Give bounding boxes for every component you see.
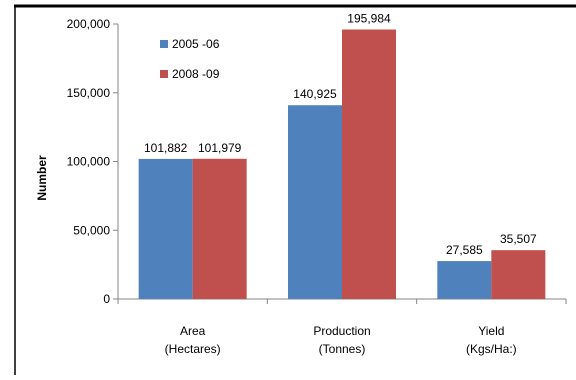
bar bbox=[437, 261, 492, 299]
legend-label: 2005 -06 bbox=[172, 37, 220, 51]
legend: 2005 -06 2008 -09 bbox=[160, 37, 220, 81]
bar-value-label: 140,925 bbox=[293, 87, 337, 101]
bar bbox=[288, 105, 342, 300]
y-axis-title: Number bbox=[35, 155, 49, 201]
legend-swatch bbox=[160, 40, 168, 48]
category-labels: Area (Hectares) Production (Tonnes) Yield (Kg… bbox=[165, 324, 517, 356]
legend-swatch bbox=[160, 70, 168, 78]
y-tick-label: 0 bbox=[103, 292, 110, 306]
bar bbox=[342, 29, 396, 299]
legend-label: 2008 -09 bbox=[172, 67, 220, 81]
y-tick-label: 100,000 bbox=[67, 155, 111, 169]
bar-value-label: 101,979 bbox=[198, 141, 242, 155]
bars bbox=[138, 29, 546, 300]
category-label: Area (Hectares) bbox=[165, 324, 221, 356]
bar-value-label: 27,585 bbox=[446, 243, 483, 257]
y-tick-label: 150,000 bbox=[67, 86, 111, 100]
bar bbox=[192, 158, 247, 299]
bar bbox=[491, 250, 546, 299]
category-label: Production (Tonnes) bbox=[313, 324, 370, 356]
bar-value-label: 35,507 bbox=[500, 232, 537, 246]
category-label: Yield (Kgs/Ha:) bbox=[466, 324, 517, 356]
bar-value-label: 101,882 bbox=[144, 141, 188, 155]
data-labels: 101,882 101,979 140,925 195,984 27,585 35,507 bbox=[144, 12, 537, 258]
bar bbox=[138, 158, 193, 299]
y-tick-label: 200,000 bbox=[67, 17, 111, 31]
y-tick-label: 50,000 bbox=[73, 223, 110, 237]
bar-value-label: 195,984 bbox=[347, 12, 391, 26]
